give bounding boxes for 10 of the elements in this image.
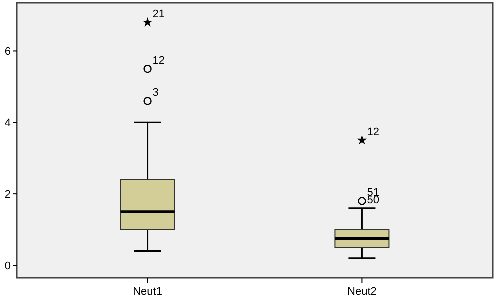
y-tick-label: 0: [4, 260, 11, 272]
annotation: 12: [367, 126, 380, 138]
annotation: 12: [152, 55, 166, 68]
annotation: 3: [152, 87, 159, 100]
annotation: 21: [152, 8, 166, 21]
x-tick-label: Neut2: [348, 286, 377, 298]
y-tick-label: 2: [4, 188, 11, 201]
y-tick-label: 4: [4, 117, 11, 130]
x-tick-label: Neut1: [133, 286, 162, 298]
y-tick-label: 6: [4, 46, 11, 58]
